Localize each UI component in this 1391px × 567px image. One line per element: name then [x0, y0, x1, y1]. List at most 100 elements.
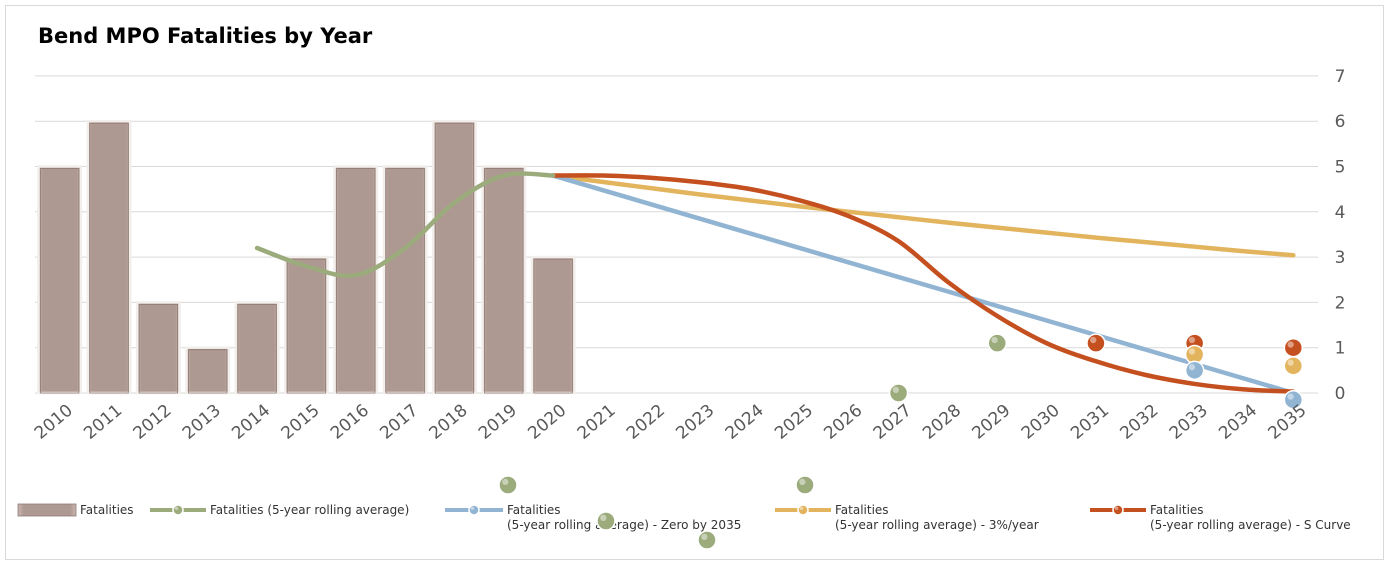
marker-circle: [797, 504, 809, 516]
y-tick-label: 2: [1335, 293, 1346, 313]
marker-circle: [1112, 504, 1124, 516]
marker-circle: [795, 475, 815, 495]
bar: [382, 165, 428, 395]
marker-circle: [1283, 390, 1304, 410]
marker: [797, 504, 809, 516]
x-tick-label: 2018: [426, 401, 472, 444]
legend-label-line: Fatalities (5-year rolling average): [210, 503, 409, 517]
bar: [481, 165, 527, 395]
marker-circle: [987, 333, 1007, 353]
bar-inner-edge: [385, 168, 425, 394]
x-tick-label: 2011: [80, 401, 126, 444]
x-tick-label: 2014: [228, 401, 274, 444]
marker: [1184, 360, 1205, 381]
marker-highlight: [701, 533, 708, 540]
marker-highlight: [600, 514, 607, 521]
x-tick-label: 2026: [820, 401, 866, 444]
legend-label-line: (5-year rolling average) - 3%/year: [835, 518, 1039, 532]
y-tick-label: 5: [1335, 158, 1346, 178]
series-line: [550, 173, 1296, 394]
bar-inner-edge: [484, 168, 524, 394]
marker-highlight: [470, 506, 475, 510]
marker: [1283, 337, 1304, 358]
bar-inner-edge: [434, 122, 475, 394]
marker-highlight: [1188, 364, 1196, 371]
marker-highlight: [1287, 341, 1294, 348]
legend-swatch: [17, 503, 77, 517]
legend-label-line: Fatalities: [80, 503, 134, 517]
bar: [431, 119, 477, 395]
bar-inner-edge: [138, 303, 178, 394]
x-tick-label: 2010: [31, 401, 77, 444]
marker-circle: [498, 475, 518, 495]
x-tick-label: 2019: [475, 401, 521, 444]
legend: Fatalities Fatalities (5-year rolling ave…: [17, 475, 1351, 550]
legend-label-line: (5-year rolling average) - Zero by 2035: [507, 518, 741, 532]
y-tick-label: 6: [1335, 112, 1346, 132]
bar: [86, 119, 132, 395]
marker-highlight: [1090, 336, 1097, 344]
legend-label: Fatalities: [80, 503, 134, 517]
marker-circle: [1086, 333, 1106, 353]
chart-frame: [5, 5, 1384, 560]
legend-label: Fatalities (5-year rolling average) - 3%/…: [835, 503, 1039, 532]
x-axis-ticks: 2010 2011 2012 2013 2014 2015 2016 2017 2018 2019…: [31, 401, 1311, 444]
marker-highlight: [1188, 348, 1196, 355]
legend-label: Fatalities (5-year rolling average) - S C…: [1150, 503, 1351, 532]
marker: [172, 504, 184, 516]
marker-highlight: [1188, 336, 1196, 344]
y-axis-ticks: 0 1 2 3 4 5 6 7: [1335, 67, 1346, 404]
bar: [234, 301, 280, 395]
marker: [1112, 504, 1124, 516]
x-tick-label: 2020: [524, 401, 570, 444]
bar-inner-edge: [89, 122, 129, 394]
legend-item: Fatalities: [17, 503, 134, 517]
marker-highlight: [991, 336, 998, 344]
x-tick-label: 2030: [1018, 401, 1064, 444]
bar-series: [37, 119, 576, 395]
marker-highlight: [174, 506, 179, 510]
marker: [795, 475, 815, 495]
bar-inner-edge: [286, 258, 327, 394]
bar-inner-edge: [188, 349, 228, 394]
marker: [1283, 390, 1304, 410]
marker-highlight: [502, 478, 509, 485]
x-tick-label: 2028: [919, 401, 965, 444]
marker-circle: [468, 504, 480, 516]
bar-inner-edge: [237, 303, 277, 394]
x-tick-label: 2022: [623, 401, 669, 444]
bar-inner-edge: [40, 168, 80, 394]
marker-highlight: [1287, 393, 1294, 400]
marker-circle: [1283, 356, 1304, 376]
marker-circle: [1184, 360, 1205, 381]
marker-circle: [172, 504, 184, 516]
x-tick-label: 2017: [376, 401, 422, 444]
x-tick-label: 2012: [130, 401, 176, 444]
marker: [888, 383, 909, 403]
line-series: [254, 171, 1296, 396]
marker: [987, 333, 1007, 353]
scatter-points: [888, 333, 1304, 410]
marker-highlight: [1114, 506, 1119, 510]
chart-title: Bend MPO Fatalities by Year: [38, 24, 373, 48]
x-tick-label: 2033: [1166, 401, 1212, 444]
marker: [1184, 344, 1205, 365]
legend-label-line: Fatalities: [507, 503, 561, 517]
legend-item: Fatalities (5-year rolling average) - Zer…: [445, 503, 741, 532]
marker: [596, 511, 616, 531]
marker: [498, 475, 518, 495]
x-tick-label: 2013: [179, 401, 225, 444]
y-tick-label: 3: [1335, 248, 1346, 268]
bar: [37, 165, 83, 395]
marker: [1086, 333, 1106, 353]
legend-label: Fatalities (5-year rolling average): [210, 503, 409, 517]
bar: [185, 346, 231, 395]
marker-highlight: [892, 386, 900, 393]
legend-item: Fatalities (5-year rolling average) - 3%/…: [775, 503, 1039, 532]
bar: [283, 255, 329, 395]
marker-circle: [888, 383, 909, 403]
x-tick-label: 2015: [278, 401, 324, 444]
series-line: [254, 171, 556, 279]
marker: [468, 504, 480, 516]
